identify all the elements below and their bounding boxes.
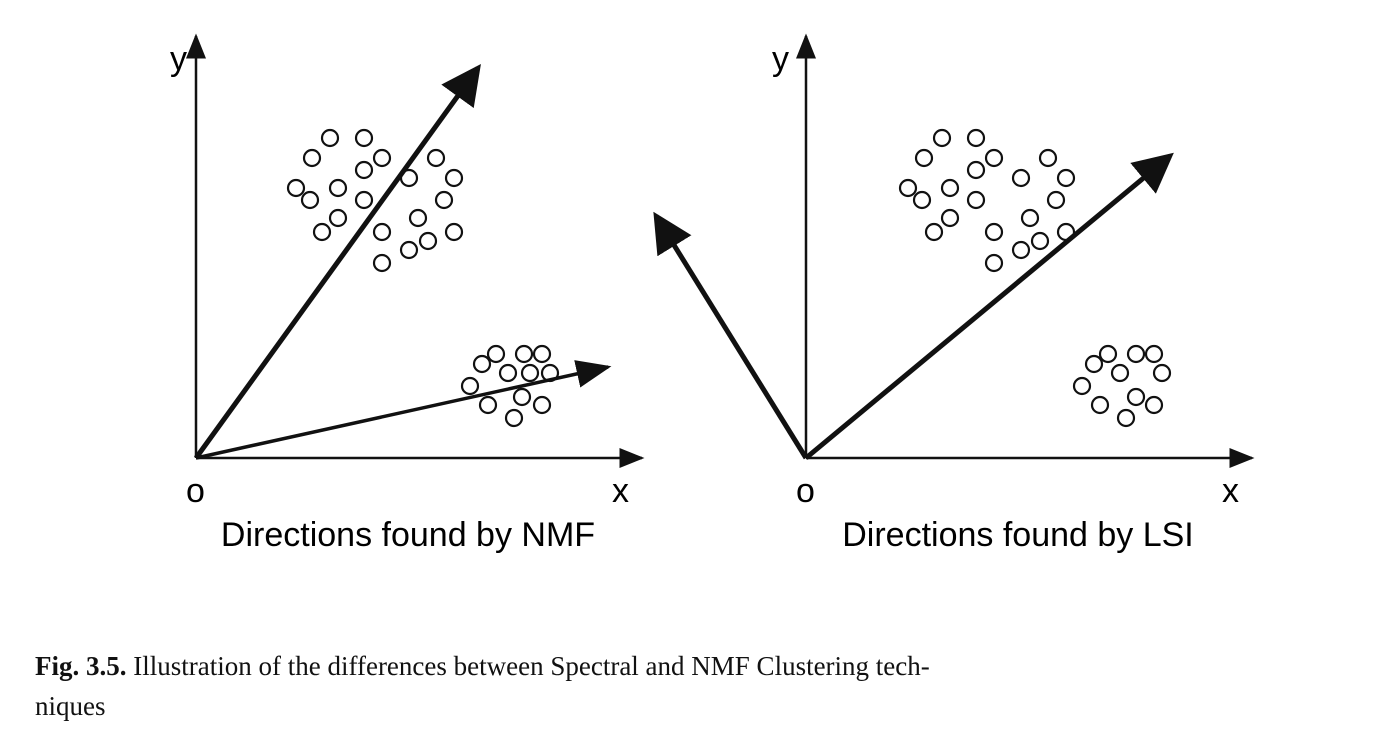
- data-point: [1072, 376, 1092, 396]
- data-point: [1046, 190, 1066, 210]
- y-axis-label: y: [170, 40, 187, 78]
- x-axis-label: x: [612, 472, 629, 510]
- data-point: [1056, 222, 1076, 242]
- data-point: [966, 128, 986, 148]
- lower-cluster: [1072, 344, 1172, 428]
- origin-label: o: [186, 472, 205, 510]
- data-point: [898, 178, 918, 198]
- data-point: [472, 354, 492, 374]
- direction-arrow-2: [653, 211, 809, 460]
- data-point: [1152, 363, 1172, 383]
- direction-arrow-2: [195, 360, 612, 460]
- data-point: [984, 222, 1004, 242]
- data-point: [302, 148, 322, 168]
- data-point: [328, 178, 348, 198]
- x-axis-label: x: [1222, 472, 1239, 510]
- panel-title: Directions found by NMF: [221, 516, 595, 554]
- data-point: [354, 128, 374, 148]
- data-point: [1126, 344, 1146, 364]
- upper-cluster: [898, 128, 1076, 273]
- panel-title: Directions found by LSI: [842, 516, 1194, 554]
- y-axis-label: y: [772, 40, 789, 78]
- data-point: [966, 190, 986, 210]
- data-point: [532, 344, 552, 364]
- data-point: [924, 222, 944, 242]
- data-point: [1098, 344, 1118, 364]
- figure-caption: Fig. 3.5. Illustration of the difference…: [35, 646, 1365, 726]
- data-point: [912, 190, 932, 210]
- data-point: [984, 253, 1004, 273]
- data-point: [540, 363, 560, 383]
- data-point: [1038, 148, 1058, 168]
- data-point: [372, 222, 392, 242]
- data-point: [426, 148, 446, 168]
- data-point: [328, 208, 348, 228]
- caption-text-line2: niques: [35, 691, 106, 721]
- data-point: [434, 190, 454, 210]
- data-point: [312, 222, 332, 242]
- data-point: [1144, 395, 1164, 415]
- lower-cluster: [460, 344, 560, 428]
- data-point: [354, 160, 374, 180]
- data-point: [940, 178, 960, 198]
- direction-arrow-1: [193, 63, 481, 460]
- data-point: [1056, 168, 1076, 188]
- data-point: [498, 363, 518, 383]
- data-point: [399, 168, 419, 188]
- data-point: [504, 408, 524, 428]
- data-point: [1110, 363, 1130, 383]
- data-point: [984, 148, 1004, 168]
- figure-label: Fig. 3.5.: [35, 651, 127, 681]
- data-point: [1011, 240, 1031, 260]
- data-point: [354, 190, 374, 210]
- data-point: [300, 190, 320, 210]
- data-point: [444, 222, 464, 242]
- data-point: [372, 148, 392, 168]
- data-point: [940, 208, 960, 228]
- origin-label: o: [796, 472, 815, 510]
- panel-nmf: y x o Directions found by NMF: [170, 33, 645, 554]
- data-point: [514, 344, 534, 364]
- data-point: [1011, 168, 1031, 188]
- data-point: [1090, 395, 1110, 415]
- caption-text-line1: Illustration of the differences between …: [126, 651, 930, 681]
- data-point: [372, 253, 392, 273]
- data-point: [1084, 354, 1104, 374]
- data-point: [914, 148, 934, 168]
- data-point: [932, 128, 952, 148]
- data-point: [478, 395, 498, 415]
- direction-arrow-1: [804, 152, 1174, 460]
- data-point: [520, 363, 540, 383]
- panel-lsi: y x o Directions found by LSI: [653, 33, 1255, 554]
- data-point: [966, 160, 986, 180]
- data-point: [1144, 344, 1164, 364]
- data-point: [418, 231, 438, 251]
- data-point: [399, 240, 419, 260]
- data-point: [444, 168, 464, 188]
- data-point: [1020, 208, 1040, 228]
- upper-cluster: [286, 128, 464, 273]
- data-point: [286, 178, 306, 198]
- data-point: [1126, 387, 1146, 407]
- data-point: [1030, 231, 1050, 251]
- data-point: [532, 395, 552, 415]
- figure-diagram: y x o Directions found by NMF: [170, 33, 1255, 554]
- data-point: [486, 344, 506, 364]
- data-point: [512, 387, 532, 407]
- data-point: [460, 376, 480, 396]
- data-point: [408, 208, 428, 228]
- data-point: [320, 128, 340, 148]
- data-point: [1116, 408, 1136, 428]
